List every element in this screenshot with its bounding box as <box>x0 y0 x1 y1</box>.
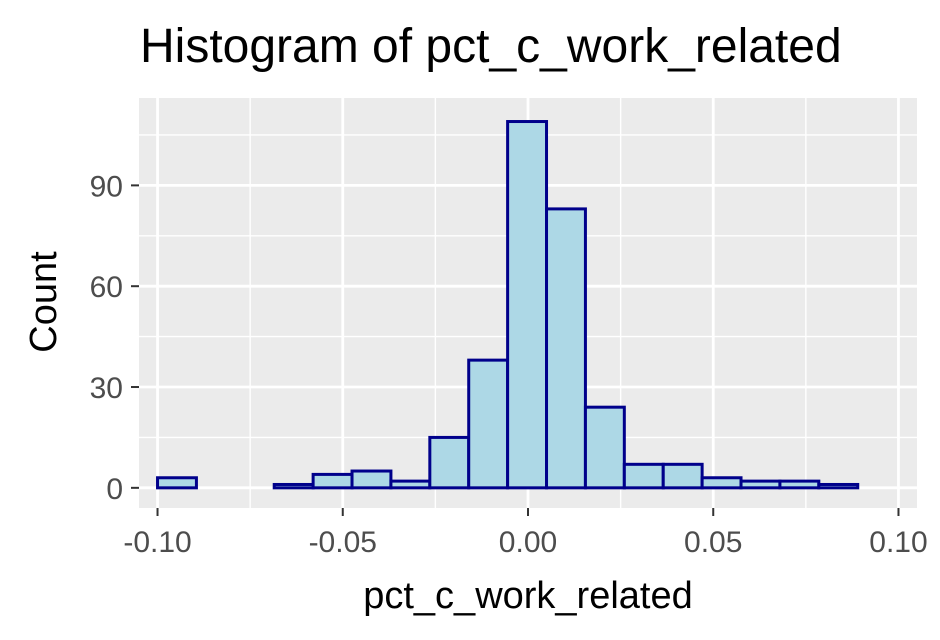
histogram-bar <box>389 479 432 490</box>
y-tick-label: 30 <box>90 372 123 405</box>
histogram-bar <box>817 482 860 490</box>
histogram-bar <box>661 462 704 490</box>
histogram-bar <box>467 358 510 490</box>
histogram-bar <box>739 479 782 490</box>
x-tick-label: 0.10 <box>869 526 927 559</box>
y-tick-label: 90 <box>90 170 123 203</box>
histogram-bar <box>545 207 587 490</box>
histogram-bar <box>700 476 743 490</box>
y-tick-label: 60 <box>90 271 123 304</box>
x-tick-label: 0.00 <box>499 526 557 559</box>
y-axis: 0 30 60 90 <box>90 170 139 506</box>
x-axis: -0.10 -0.05 0.00 0.05 0.10 <box>123 508 928 559</box>
histogram-bar <box>506 120 549 490</box>
histogram-bar <box>350 469 393 490</box>
x-axis-title: pct_c_work_related <box>363 575 693 617</box>
histogram-bar <box>428 435 471 490</box>
x-tick-label: -0.10 <box>123 526 191 559</box>
histogram-bar <box>272 482 315 490</box>
histogram-bar <box>311 472 354 490</box>
x-tick-label: -0.05 <box>309 526 377 559</box>
histogram-bar <box>778 479 821 490</box>
chart-title: Histogram of pct_c_work_related <box>140 20 842 73</box>
histogram-bars <box>156 120 860 490</box>
y-tick-label: 0 <box>106 473 123 506</box>
y-axis-title: Count <box>23 251 65 353</box>
histogram-bar <box>622 462 665 490</box>
histogram-bar <box>583 405 626 490</box>
x-tick-label: 0.05 <box>684 526 742 559</box>
histogram-bar <box>156 476 198 490</box>
